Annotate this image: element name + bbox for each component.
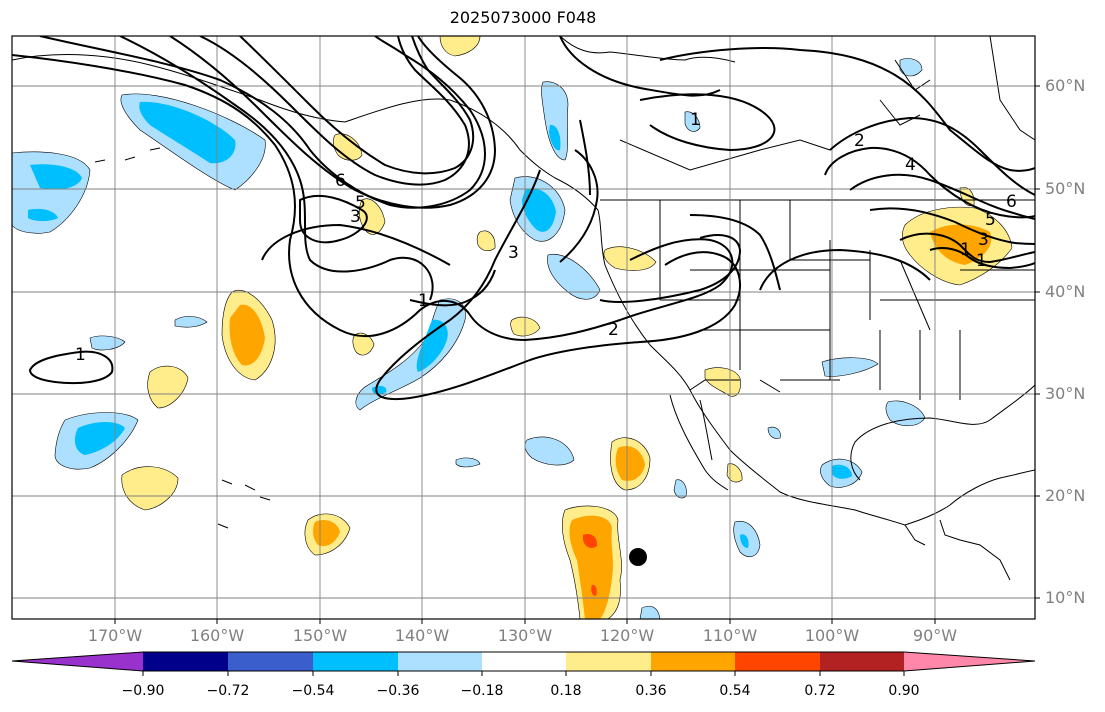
lon-label: 160°W bbox=[189, 626, 245, 645]
lon-label: 170°W bbox=[87, 626, 143, 645]
lon-label: 150°W bbox=[292, 626, 348, 645]
negative-anomaly-fields bbox=[12, 58, 926, 619]
colorbar-extend-high bbox=[904, 652, 1035, 671]
colorbar-tick-label: −0.36 bbox=[376, 683, 420, 699]
contour-label: 1 bbox=[418, 291, 429, 311]
contour-lines bbox=[12, 36, 1035, 400]
lon-label: 110°W bbox=[702, 626, 758, 645]
contour-label: 2 bbox=[854, 131, 865, 151]
lon-label: 140°W bbox=[394, 626, 450, 645]
colorbar-segment bbox=[820, 652, 904, 671]
colorbar-tick-label: 0.54 bbox=[719, 683, 751, 699]
lon-label: 120°W bbox=[599, 626, 655, 645]
contour-label: 1 bbox=[976, 251, 987, 271]
contour-label: 3 bbox=[350, 207, 361, 227]
lat-label: 20°N bbox=[1045, 486, 1086, 505]
contour-label: 2 bbox=[608, 320, 619, 340]
lat-label: 40°N bbox=[1045, 282, 1086, 301]
colorbar-tick-label: −0.54 bbox=[291, 683, 335, 699]
lon-label: 90°W bbox=[912, 626, 958, 645]
colorbar-segment bbox=[398, 652, 482, 671]
colorbar-segment bbox=[735, 652, 820, 671]
colorbar-tick-label: 0.72 bbox=[804, 683, 836, 699]
colorbar-tick-label: 0.18 bbox=[550, 683, 582, 699]
colorbar-segment bbox=[143, 652, 228, 671]
lon-label: 100°W bbox=[804, 626, 860, 645]
contour-label: 5 bbox=[355, 193, 366, 213]
map-frame bbox=[11, 35, 1036, 620]
contour-label: 6 bbox=[1006, 192, 1017, 212]
axis-ticks bbox=[114, 85, 1040, 624]
contour-label: 1 bbox=[75, 345, 86, 365]
colorbar-extend-low bbox=[12, 652, 143, 671]
colorbar-segment bbox=[313, 652, 398, 671]
storm-position-marker bbox=[629, 548, 647, 566]
colorbar-tick-label: −0.72 bbox=[206, 683, 250, 699]
graticule bbox=[12, 36, 1035, 619]
contour-label: 4 bbox=[905, 155, 916, 175]
lat-label: 30°N bbox=[1045, 384, 1086, 403]
colorbar bbox=[11, 651, 1036, 676]
contour-label: 5 bbox=[985, 210, 996, 230]
contour-label: 1 bbox=[690, 110, 701, 130]
colorbar-tick-label: 0.90 bbox=[888, 683, 920, 699]
colorbar-tick-label: −0.90 bbox=[121, 683, 165, 699]
colorbar-tick-label: −0.18 bbox=[460, 683, 504, 699]
colorbar-tick-label: 0.36 bbox=[635, 683, 667, 699]
colorbar-segment bbox=[651, 652, 735, 671]
lat-label: 10°N bbox=[1045, 588, 1086, 607]
lat-label: 50°N bbox=[1045, 179, 1086, 198]
contour-label: 1 bbox=[960, 240, 971, 260]
contour-label: 3 bbox=[978, 230, 989, 250]
contour-labels: 1 1 6 5 3 3 1 2 1 2 4 6 5 3 1 bbox=[75, 110, 1017, 365]
contour-label: 3 bbox=[508, 243, 519, 263]
colorbar-segment bbox=[566, 652, 651, 671]
coastlines-borders bbox=[12, 36, 1035, 581]
lon-label: 130°W bbox=[497, 626, 553, 645]
colorbar-segment bbox=[228, 652, 313, 671]
map-title: 2025073000 F048 bbox=[449, 8, 597, 27]
lat-label: 60°N bbox=[1045, 76, 1086, 95]
contour-label: 6 bbox=[335, 171, 346, 191]
colorbar-segment bbox=[482, 652, 566, 671]
